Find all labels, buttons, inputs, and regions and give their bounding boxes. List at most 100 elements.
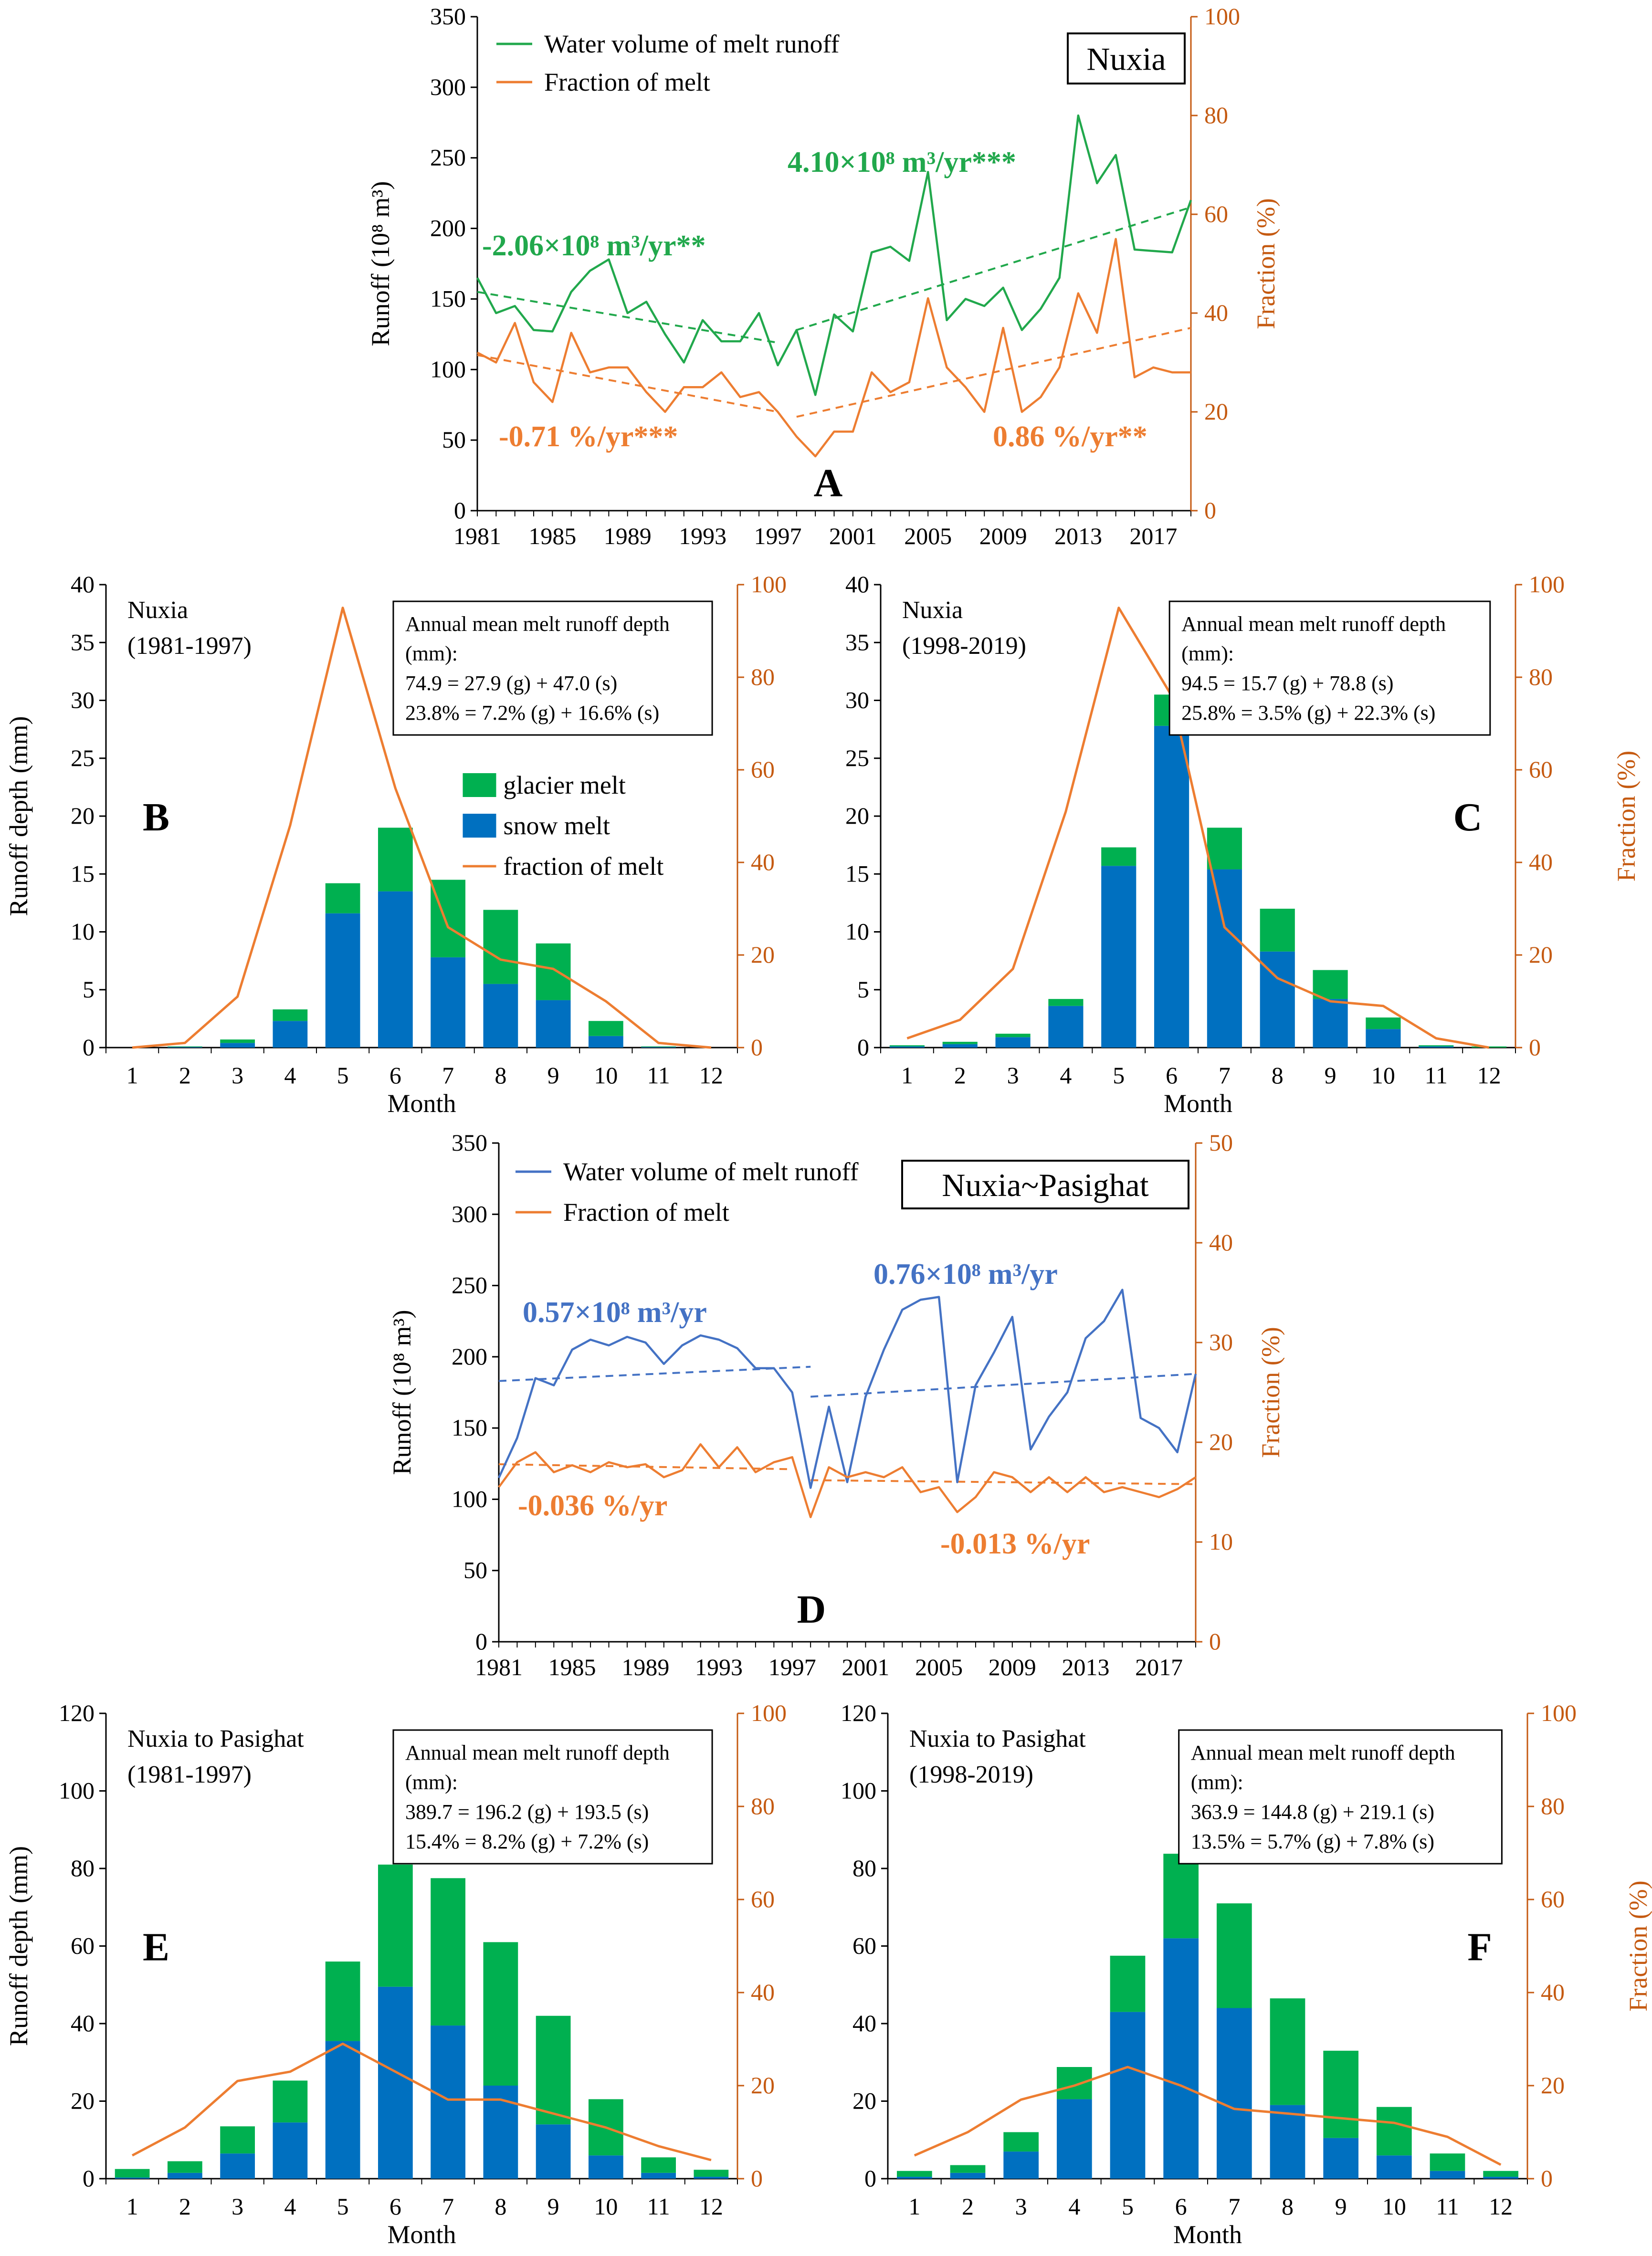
y2-tick-label: 0 <box>751 2165 763 2192</box>
y2-tick-label: 60 <box>751 756 775 783</box>
y-tick-label: 35 <box>71 629 95 655</box>
x-tick-label: 2 <box>962 2193 974 2220</box>
y2-tick-label: 80 <box>1541 1793 1565 1819</box>
glacier-melt-bar <box>1207 828 1242 870</box>
trend-annotation: 4.10×10⁸ m³/yr*** <box>788 146 1016 178</box>
summary-line: 13.5% = 5.7% (g) + 7.8% (s) <box>1191 1830 1434 1853</box>
melt-fraction-line <box>132 607 712 1049</box>
y-tick-label: 10 <box>845 918 869 945</box>
y-tick-label: 0 <box>454 497 466 524</box>
snow-melt-bar <box>1216 2008 1252 2179</box>
legend-entry: Water volume of melt runoff <box>544 30 839 58</box>
snow-melt-bar <box>588 1036 623 1048</box>
glacier-melt-bar <box>641 2157 676 2173</box>
summary-box <box>392 600 713 736</box>
x-tick-label: 11 <box>647 2193 670 2220</box>
glacier-melt-bar <box>378 828 413 892</box>
snow-melt-bar <box>1163 1938 1199 2179</box>
y-tick-label: 100 <box>59 1777 95 1804</box>
summary-box <box>1178 1729 1503 1865</box>
y2-axis-title: Fraction (%) <box>1256 1327 1285 1458</box>
melt-fraction-line <box>131 2042 712 2162</box>
summary-line: (mm): <box>1191 1771 1243 1794</box>
y2-tick-label: 100 <box>751 1700 787 1726</box>
x-tick-label: 10 <box>1371 1062 1395 1089</box>
x-tick-label: 1 <box>908 2193 920 2220</box>
glacier-melt-bar <box>536 943 571 1000</box>
y2-axis-title: Fraction (%) <box>1612 751 1641 881</box>
summary-line: Annual mean melt runoff depth <box>405 1741 670 1764</box>
glacier-melt-bar <box>1163 1854 1199 1939</box>
glacier-melt-bar <box>889 1045 925 1047</box>
snow-melt-bar <box>483 2086 518 2179</box>
x-tick-label: 2001 <box>842 1654 889 1680</box>
y-axis-title: Runoff (10⁸ m³) <box>388 1310 416 1475</box>
y-tick-label: 120 <box>841 1700 876 1726</box>
snow-melt-bar <box>641 1047 676 1048</box>
x-tick-label: 5 <box>337 1062 349 1089</box>
x-tick-label: 2009 <box>989 1654 1036 1680</box>
legend-swatch <box>463 773 496 797</box>
glacier-melt-bar <box>167 2161 202 2173</box>
snow-melt-bar <box>220 2153 255 2179</box>
y2-tick-label: 80 <box>1204 102 1228 128</box>
y-tick-label: 5 <box>857 976 869 1003</box>
y-tick-label: 250 <box>430 144 466 171</box>
y-tick-label: 40 <box>845 571 869 598</box>
period-label: (1998-2019) <box>902 632 1026 660</box>
x-tick-label: 2009 <box>979 523 1027 549</box>
x-tick-label: 7 <box>1219 1062 1231 1089</box>
y2-tick-label: 80 <box>751 1793 775 1819</box>
y2-tick-label: 10 <box>1209 1528 1233 1555</box>
y2-tick-label: 40 <box>751 1979 775 2005</box>
y-tick-label: 100 <box>841 1777 876 1804</box>
x-tick-label: 5 <box>1113 1062 1125 1089</box>
snow-melt-bar <box>325 913 360 1048</box>
snow-melt-bar <box>1366 1029 1401 1048</box>
summary-line: (mm): <box>405 1771 458 1794</box>
y2-tick-label: 60 <box>751 1886 775 1912</box>
glacier-melt-bar <box>431 880 466 957</box>
y-tick-label: 80 <box>852 1855 876 1881</box>
snow-melt-bar <box>942 1044 978 1048</box>
y2-tick-label: 20 <box>1529 941 1553 968</box>
trend-annotation: -2.06×10⁸ m³/yr** <box>482 230 706 262</box>
snow-melt-bar <box>1270 2105 1305 2179</box>
x-tick-label: 1985 <box>548 1654 596 1680</box>
x-tick-label: 4 <box>1068 2193 1080 2220</box>
y-tick-label: 40 <box>852 2010 876 2036</box>
x-tick-label: 1981 <box>453 523 501 549</box>
glacier-melt-bar <box>1260 909 1295 952</box>
x-tick-label: 12 <box>699 2193 723 2220</box>
y2-tick-label: 100 <box>1541 1700 1577 1726</box>
x-tick-label: 1993 <box>695 1654 743 1680</box>
y-tick-label: 20 <box>845 802 869 829</box>
trend-line <box>477 354 778 413</box>
x-tick-label: 3 <box>231 2193 243 2220</box>
glacier-melt-bar <box>1216 1903 1252 2008</box>
x-tick-label: 11 <box>1436 2193 1459 2220</box>
snow-melt-bar <box>1056 2099 1092 2179</box>
glacier-melt-bar <box>1323 2050 1359 2138</box>
y2-tick-label: 100 <box>1529 571 1565 598</box>
x-tick-label: 2005 <box>904 523 952 549</box>
glacier-melt-bar <box>1419 1045 1454 1047</box>
summary-line: Annual mean melt runoff depth <box>405 612 670 636</box>
legend-swatch <box>463 814 496 838</box>
x-tick-label: 7 <box>442 2193 454 2220</box>
y2-axis-title: Fraction (%) <box>1624 1880 1652 2011</box>
summary-line: 363.9 = 144.8 (g) + 219.1 (s) <box>1191 1800 1434 1824</box>
y-tick-label: 10 <box>71 918 95 945</box>
trend-annotation: -0.71 %/yr*** <box>499 420 678 453</box>
y-tick-label: 30 <box>845 687 869 714</box>
glacier-melt-bar <box>325 1962 360 2041</box>
y2-tick-label: 60 <box>1204 200 1228 227</box>
x-tick-label: 6 <box>1175 2193 1187 2220</box>
y2-tick-label: 20 <box>751 2072 775 2099</box>
x-tick-label: 9 <box>547 1062 559 1089</box>
x-tick-label: 2017 <box>1129 523 1177 549</box>
snow-melt-bar <box>995 1037 1031 1048</box>
panel-letter: B <box>143 795 169 839</box>
summary-line: (mm): <box>1181 642 1234 665</box>
snow-melt-bar <box>325 2041 360 2179</box>
